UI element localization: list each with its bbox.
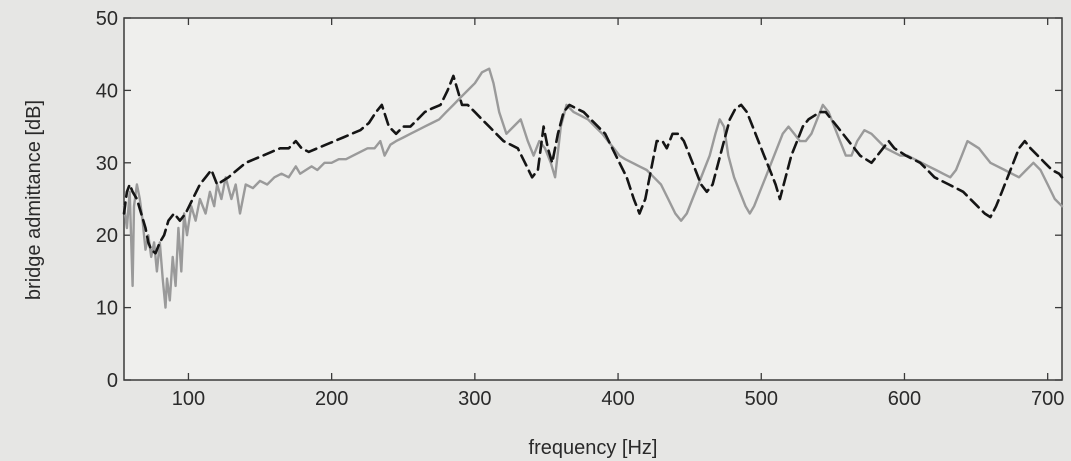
plot-frame [123, 17, 1063, 381]
x-tick-label: 400 [601, 388, 634, 410]
x-tick-label: 500 [745, 388, 778, 410]
x-tick-label: 700 [1031, 388, 1064, 410]
x-tick-label: 100 [172, 388, 205, 410]
x-axis-label: frequency [Hz] [529, 437, 658, 459]
y-tick-label: 20 [96, 225, 118, 247]
series-line-solid [122, 67, 1064, 309]
y-tick-label: 0 [107, 370, 118, 392]
plot-area [122, 17, 1064, 381]
y-tick-label: 10 [96, 298, 118, 320]
y-axis-label: bridge admittance [dB] [23, 100, 45, 300]
y-tick-labels: 0 10 20 30 40 50 [96, 8, 118, 392]
y-tick-label: 30 [96, 153, 118, 175]
x-tick-label: 600 [888, 388, 921, 410]
x-tick-labels: 100 200 300 400 500 600 700 [172, 388, 1065, 410]
series-line-dashed [122, 74, 1064, 255]
x-tick-label: 200 [315, 388, 348, 410]
y-tick-label: 40 [96, 80, 118, 102]
y-tick-label: 50 [96, 8, 118, 30]
x-tick-label: 300 [458, 388, 491, 410]
